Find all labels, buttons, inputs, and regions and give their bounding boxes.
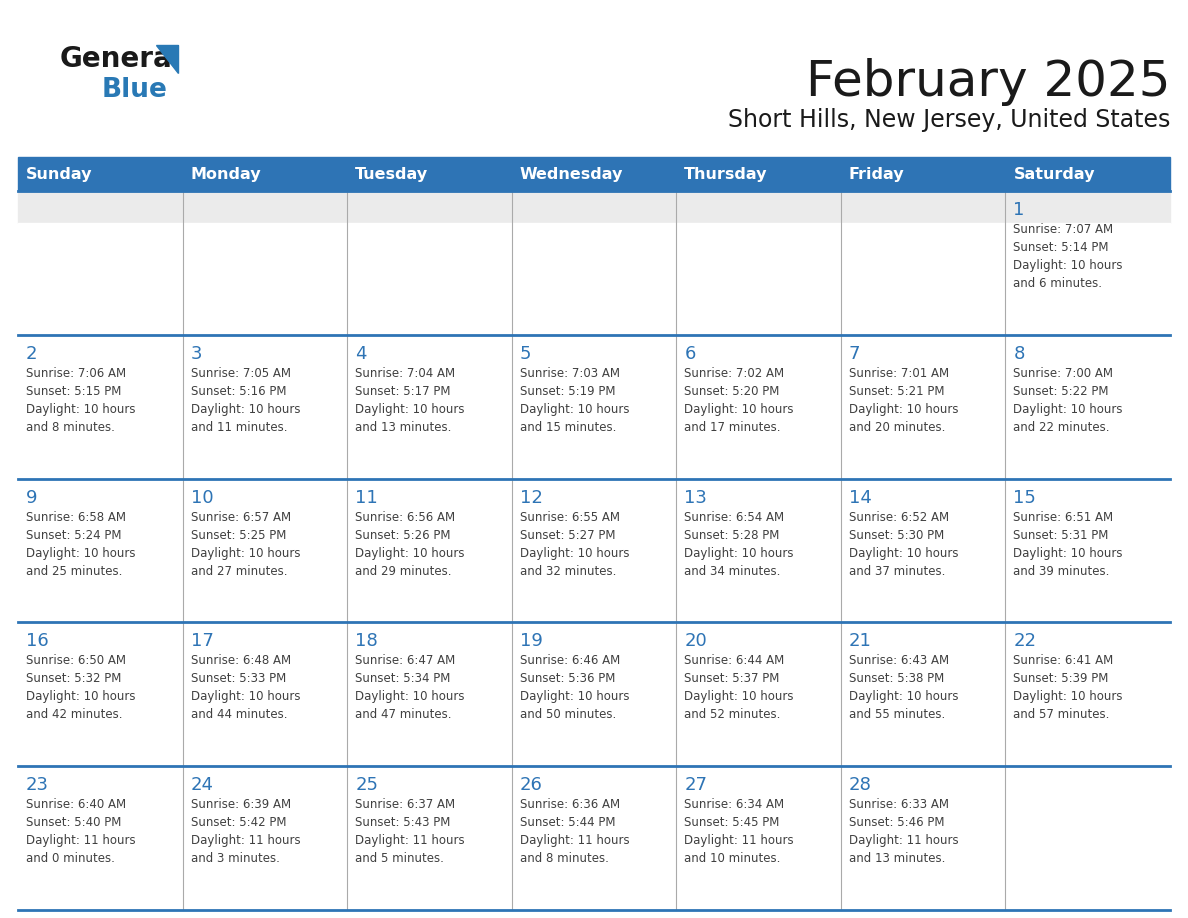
Text: 5: 5 <box>519 345 531 363</box>
Text: Sunrise: 6:34 AM
Sunset: 5:45 PM
Daylight: 11 hours
and 10 minutes.: Sunrise: 6:34 AM Sunset: 5:45 PM Dayligh… <box>684 798 794 865</box>
Bar <box>18 622 1170 767</box>
Text: 22: 22 <box>1013 633 1036 650</box>
Text: Sunrise: 7:00 AM
Sunset: 5:22 PM
Daylight: 10 hours
and 22 minutes.: Sunrise: 7:00 AM Sunset: 5:22 PM Dayligh… <box>1013 367 1123 434</box>
Text: 19: 19 <box>519 633 543 650</box>
Text: 27: 27 <box>684 777 707 794</box>
Text: Sunrise: 7:04 AM
Sunset: 5:17 PM
Daylight: 10 hours
and 13 minutes.: Sunrise: 7:04 AM Sunset: 5:17 PM Dayligh… <box>355 367 465 434</box>
Text: Sunrise: 7:07 AM
Sunset: 5:14 PM
Daylight: 10 hours
and 6 minutes.: Sunrise: 7:07 AM Sunset: 5:14 PM Dayligh… <box>1013 223 1123 290</box>
Text: Blue: Blue <box>102 77 168 103</box>
Text: Sunrise: 6:51 AM
Sunset: 5:31 PM
Daylight: 10 hours
and 39 minutes.: Sunrise: 6:51 AM Sunset: 5:31 PM Dayligh… <box>1013 510 1123 577</box>
Text: Sunrise: 6:41 AM
Sunset: 5:39 PM
Daylight: 10 hours
and 57 minutes.: Sunrise: 6:41 AM Sunset: 5:39 PM Dayligh… <box>1013 655 1123 722</box>
Text: Sunrise: 6:37 AM
Sunset: 5:43 PM
Daylight: 11 hours
and 5 minutes.: Sunrise: 6:37 AM Sunset: 5:43 PM Dayligh… <box>355 798 465 865</box>
Text: Tuesday: Tuesday <box>355 166 428 182</box>
Text: 13: 13 <box>684 488 707 507</box>
Text: 26: 26 <box>519 777 543 794</box>
Text: 2: 2 <box>26 345 38 363</box>
Polygon shape <box>156 45 178 73</box>
Bar <box>18 223 1170 335</box>
Text: Sunrise: 7:05 AM
Sunset: 5:16 PM
Daylight: 10 hours
and 11 minutes.: Sunrise: 7:05 AM Sunset: 5:16 PM Dayligh… <box>190 367 301 434</box>
Text: 7: 7 <box>849 345 860 363</box>
Text: Sunrise: 6:33 AM
Sunset: 5:46 PM
Daylight: 11 hours
and 13 minutes.: Sunrise: 6:33 AM Sunset: 5:46 PM Dayligh… <box>849 798 959 865</box>
Text: Sunrise: 6:40 AM
Sunset: 5:40 PM
Daylight: 11 hours
and 0 minutes.: Sunrise: 6:40 AM Sunset: 5:40 PM Dayligh… <box>26 798 135 865</box>
Bar <box>18 157 1170 191</box>
Text: Sunrise: 6:55 AM
Sunset: 5:27 PM
Daylight: 10 hours
and 32 minutes.: Sunrise: 6:55 AM Sunset: 5:27 PM Dayligh… <box>519 510 630 577</box>
Text: 24: 24 <box>190 777 214 794</box>
Bar <box>18 335 1170 478</box>
Text: Sunrise: 6:43 AM
Sunset: 5:38 PM
Daylight: 10 hours
and 55 minutes.: Sunrise: 6:43 AM Sunset: 5:38 PM Dayligh… <box>849 655 959 722</box>
Text: Sunrise: 6:50 AM
Sunset: 5:32 PM
Daylight: 10 hours
and 42 minutes.: Sunrise: 6:50 AM Sunset: 5:32 PM Dayligh… <box>26 655 135 722</box>
Text: 21: 21 <box>849 633 872 650</box>
Text: Sunrise: 7:01 AM
Sunset: 5:21 PM
Daylight: 10 hours
and 20 minutes.: Sunrise: 7:01 AM Sunset: 5:21 PM Dayligh… <box>849 367 959 434</box>
Text: Sunrise: 6:54 AM
Sunset: 5:28 PM
Daylight: 10 hours
and 34 minutes.: Sunrise: 6:54 AM Sunset: 5:28 PM Dayligh… <box>684 510 794 577</box>
Bar <box>18 191 1170 223</box>
Text: 11: 11 <box>355 488 378 507</box>
Text: Sunrise: 6:52 AM
Sunset: 5:30 PM
Daylight: 10 hours
and 37 minutes.: Sunrise: 6:52 AM Sunset: 5:30 PM Dayligh… <box>849 510 959 577</box>
Text: 8: 8 <box>1013 345 1025 363</box>
Text: 3: 3 <box>190 345 202 363</box>
Bar <box>18 767 1170 910</box>
Text: 1: 1 <box>1013 201 1025 219</box>
Text: Thursday: Thursday <box>684 166 767 182</box>
Text: 15: 15 <box>1013 488 1036 507</box>
Text: 16: 16 <box>26 633 49 650</box>
Text: 28: 28 <box>849 777 872 794</box>
Text: General: General <box>61 45 183 73</box>
Text: Short Hills, New Jersey, United States: Short Hills, New Jersey, United States <box>727 108 1170 132</box>
Text: Sunrise: 6:46 AM
Sunset: 5:36 PM
Daylight: 10 hours
and 50 minutes.: Sunrise: 6:46 AM Sunset: 5:36 PM Dayligh… <box>519 655 630 722</box>
Text: Sunrise: 6:57 AM
Sunset: 5:25 PM
Daylight: 10 hours
and 27 minutes.: Sunrise: 6:57 AM Sunset: 5:25 PM Dayligh… <box>190 510 301 577</box>
Text: Sunrise: 6:39 AM
Sunset: 5:42 PM
Daylight: 11 hours
and 3 minutes.: Sunrise: 6:39 AM Sunset: 5:42 PM Dayligh… <box>190 798 301 865</box>
Text: 18: 18 <box>355 633 378 650</box>
Text: 12: 12 <box>519 488 543 507</box>
Text: 4: 4 <box>355 345 367 363</box>
Text: 6: 6 <box>684 345 696 363</box>
Text: 23: 23 <box>26 777 49 794</box>
Text: Sunrise: 6:58 AM
Sunset: 5:24 PM
Daylight: 10 hours
and 25 minutes.: Sunrise: 6:58 AM Sunset: 5:24 PM Dayligh… <box>26 510 135 577</box>
Text: Sunrise: 6:44 AM
Sunset: 5:37 PM
Daylight: 10 hours
and 52 minutes.: Sunrise: 6:44 AM Sunset: 5:37 PM Dayligh… <box>684 655 794 722</box>
Text: Sunrise: 7:03 AM
Sunset: 5:19 PM
Daylight: 10 hours
and 15 minutes.: Sunrise: 7:03 AM Sunset: 5:19 PM Dayligh… <box>519 367 630 434</box>
Text: 9: 9 <box>26 488 38 507</box>
Text: Sunrise: 6:47 AM
Sunset: 5:34 PM
Daylight: 10 hours
and 47 minutes.: Sunrise: 6:47 AM Sunset: 5:34 PM Dayligh… <box>355 655 465 722</box>
Text: Sunrise: 7:02 AM
Sunset: 5:20 PM
Daylight: 10 hours
and 17 minutes.: Sunrise: 7:02 AM Sunset: 5:20 PM Dayligh… <box>684 367 794 434</box>
Text: Sunrise: 6:36 AM
Sunset: 5:44 PM
Daylight: 11 hours
and 8 minutes.: Sunrise: 6:36 AM Sunset: 5:44 PM Dayligh… <box>519 798 630 865</box>
Text: 14: 14 <box>849 488 872 507</box>
Text: Sunrise: 6:48 AM
Sunset: 5:33 PM
Daylight: 10 hours
and 44 minutes.: Sunrise: 6:48 AM Sunset: 5:33 PM Dayligh… <box>190 655 301 722</box>
Text: February 2025: February 2025 <box>805 58 1170 106</box>
Text: Sunrise: 6:56 AM
Sunset: 5:26 PM
Daylight: 10 hours
and 29 minutes.: Sunrise: 6:56 AM Sunset: 5:26 PM Dayligh… <box>355 510 465 577</box>
Text: Sunrise: 7:06 AM
Sunset: 5:15 PM
Daylight: 10 hours
and 8 minutes.: Sunrise: 7:06 AM Sunset: 5:15 PM Dayligh… <box>26 367 135 434</box>
Bar <box>18 478 1170 622</box>
Text: 25: 25 <box>355 777 378 794</box>
Text: Monday: Monday <box>190 166 261 182</box>
Text: Wednesday: Wednesday <box>519 166 623 182</box>
Text: Sunday: Sunday <box>26 166 93 182</box>
Text: Saturday: Saturday <box>1013 166 1095 182</box>
Text: 10: 10 <box>190 488 213 507</box>
Text: Friday: Friday <box>849 166 904 182</box>
Text: 20: 20 <box>684 633 707 650</box>
Text: 17: 17 <box>190 633 214 650</box>
